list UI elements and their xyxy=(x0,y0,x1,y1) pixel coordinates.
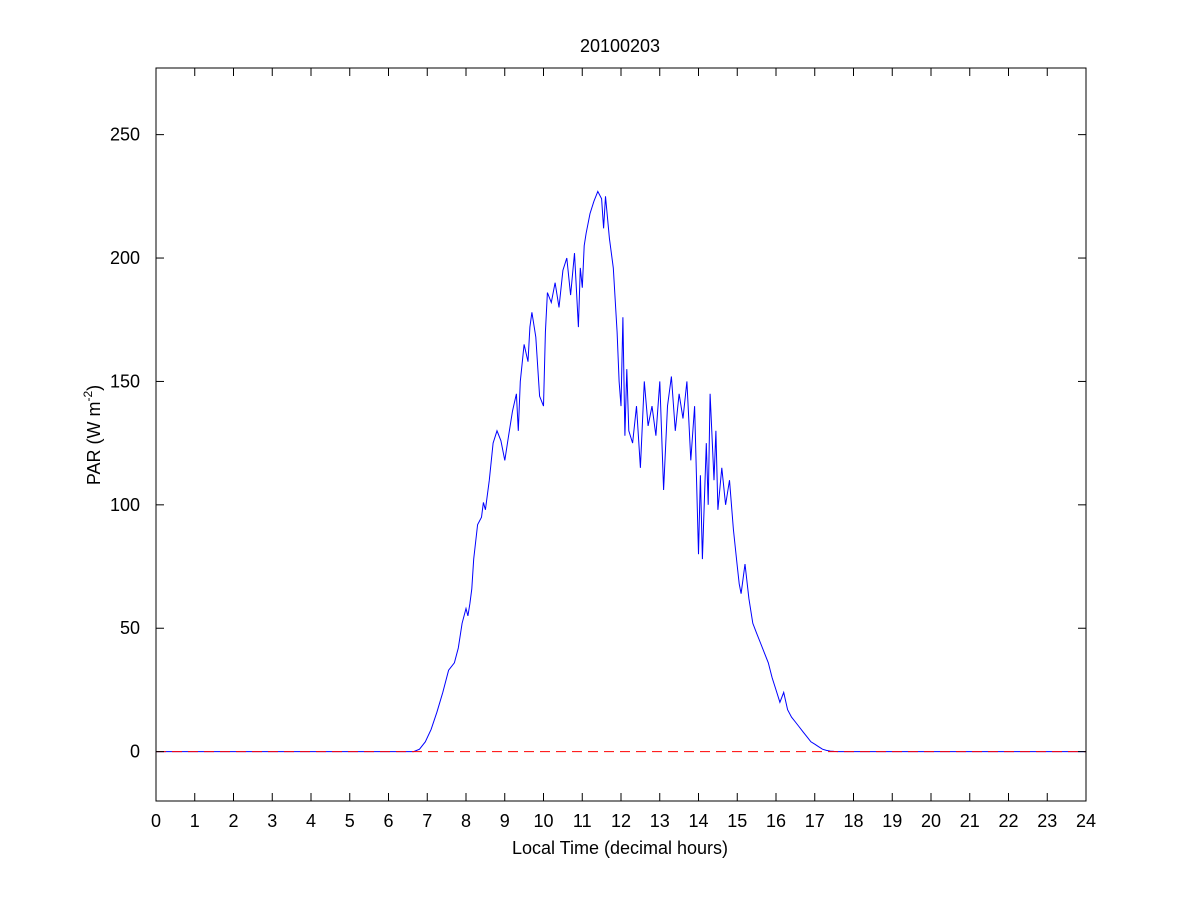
y-tick-label: 200 xyxy=(110,248,140,268)
chart-title: 20100203 xyxy=(580,36,660,56)
x-tick-label: 15 xyxy=(727,811,747,831)
x-tick-label: 12 xyxy=(611,811,631,831)
x-tick-label: 1 xyxy=(190,811,200,831)
x-tick-label: 11 xyxy=(573,811,592,831)
x-tick-label: 16 xyxy=(766,811,786,831)
x-tick-label: 22 xyxy=(998,811,1018,831)
y-axis-label: PAR (W m-2) xyxy=(81,385,104,485)
x-tick-label: 13 xyxy=(650,811,670,831)
y-tick-label: 100 xyxy=(110,495,140,515)
x-tick-label: 10 xyxy=(533,811,553,831)
x-tick-label: 17 xyxy=(805,811,825,831)
y-tick-label: 150 xyxy=(110,371,140,391)
x-tick-label: 4 xyxy=(306,811,316,831)
y-tick-label: 250 xyxy=(110,125,140,145)
axes-box xyxy=(155,67,1087,802)
x-tick-label: 8 xyxy=(461,811,471,831)
x-tick-label: 7 xyxy=(422,811,432,831)
x-tick-label: 20 xyxy=(921,811,941,831)
y-axis-label-close: ) xyxy=(84,385,104,391)
x-tick-label: 14 xyxy=(688,811,708,831)
x-tick-label: 21 xyxy=(960,811,980,831)
x-tick-label: 24 xyxy=(1076,811,1096,831)
x-tick-label: 0 xyxy=(151,811,161,831)
x-tick-label: 3 xyxy=(267,811,277,831)
x-tick-label: 23 xyxy=(1037,811,1057,831)
y-tick-label: 0 xyxy=(130,742,140,762)
x-tick-label: 2 xyxy=(228,811,238,831)
x-tick-label: 18 xyxy=(843,811,863,831)
plot-area xyxy=(156,190,1086,753)
y-axis-label-superscript: -2 xyxy=(81,391,95,402)
x-tick-label: 9 xyxy=(500,811,510,831)
y-tick-label: 50 xyxy=(120,618,140,638)
y-axis-label-main: PAR (W m xyxy=(84,402,104,486)
x-tick-label: 5 xyxy=(345,811,355,831)
axis-ticks: 0 1 2 3 4 5 6 7 8 9 10 11 12 13 14 15 16 17 18 19 20 21 22 23 24… xyxy=(110,68,1096,831)
x-axis-label: Local Time (decimal hours) xyxy=(512,838,728,858)
x-tick-label: 6 xyxy=(383,811,393,831)
x-tick-label: 19 xyxy=(882,811,902,831)
par-series-line xyxy=(156,190,1086,753)
